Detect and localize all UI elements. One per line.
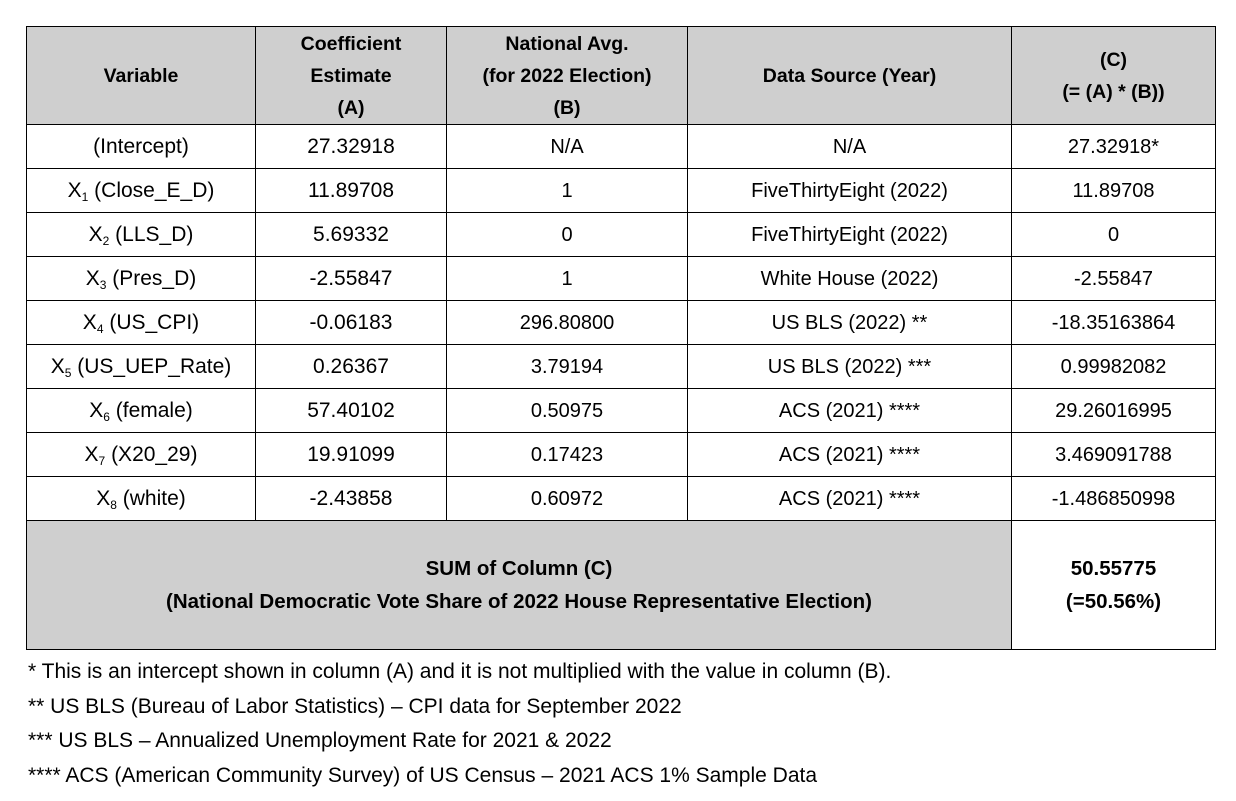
variable-cell: (Intercept) — [26, 124, 256, 169]
variable-cell: X5 (US_UEP_Rate) — [26, 344, 256, 389]
data-source-cell: FiveThirtyEight (2022) — [687, 168, 1012, 213]
data-source-cell: ACS (2021) **** — [687, 432, 1012, 477]
coefficient-cell: 19.91099 — [255, 432, 447, 477]
table-row: X5 (US_UEP_Rate) 0.26367 3.79194 US BLS … — [26, 344, 1216, 389]
coefficient-cell: 11.89708 — [255, 168, 447, 213]
table-row: X4 (US_CPI) -0.06183 296.80800 US BLS (2… — [26, 300, 1216, 345]
variable-cell: X8 (white) — [26, 476, 256, 521]
coefficient-cell: 5.69332 — [255, 212, 447, 257]
product-cell: 11.89708 — [1011, 168, 1216, 213]
variable-cell: X2 (LLS_D) — [26, 212, 256, 257]
table-row: X1 (Close_E_D) 11.89708 1 FiveThirtyEigh… — [26, 168, 1216, 213]
data-source-cell: US BLS (2022) ** — [687, 300, 1012, 345]
national-avg-cell: 0 — [446, 212, 688, 257]
variable-cell: X6 (female) — [26, 388, 256, 433]
product-cell: 0 — [1011, 212, 1216, 257]
national-avg-cell: 1 — [446, 168, 688, 213]
coefficient-cell: -0.06183 — [255, 300, 447, 345]
national-avg-cell: 0.50975 — [446, 388, 688, 433]
header-data-source: Data Source (Year) — [687, 26, 1012, 125]
data-source-cell: White House (2022) — [687, 256, 1012, 301]
variable-cell: X1 (Close_E_D) — [26, 168, 256, 213]
national-avg-cell: N/A — [446, 124, 688, 169]
data-source-cell: US BLS (2022) *** — [687, 344, 1012, 389]
footnote: * This is an intercept shown in column (… — [28, 660, 892, 683]
variable-cell: X7 (X20_29) — [26, 432, 256, 477]
sum-label-cell: SUM of Column (C) (National Democratic V… — [26, 520, 1012, 650]
variable-cell: X3 (Pres_D) — [26, 256, 256, 301]
national-avg-cell: 296.80800 — [446, 300, 688, 345]
header-variable: Variable — [26, 26, 256, 125]
product-cell: 3.469091788 — [1011, 432, 1216, 477]
product-cell: -18.35163864 — [1011, 300, 1216, 345]
coefficient-cell: -2.43858 — [255, 476, 447, 521]
national-avg-cell: 0.17423 — [446, 432, 688, 477]
national-avg-cell: 3.79194 — [446, 344, 688, 389]
product-cell: 0.99982082 — [1011, 344, 1216, 389]
coefficient-cell: -2.55847 — [255, 256, 447, 301]
table-row: X3 (Pres_D) -2.55847 1 White House (2022… — [26, 256, 1216, 301]
data-source-cell: ACS (2021) **** — [687, 388, 1012, 433]
table-row: X8 (white) -2.43858 0.60972 ACS (2021) *… — [26, 476, 1216, 521]
header-national-avg: National Avg. (for 2022 Election) (B) — [446, 26, 688, 125]
data-source-cell: ACS (2021) **** — [687, 476, 1012, 521]
product-cell: 27.32918* — [1011, 124, 1216, 169]
header-product: (C) (= (A) * (B)) — [1011, 26, 1216, 125]
footnote: *** US BLS – Annualized Unemployment Rat… — [28, 729, 612, 753]
table-row: (Intercept) 27.32918 N/A N/A 27.32918* — [26, 124, 1216, 169]
coefficient-cell: 57.40102 — [255, 388, 447, 433]
coefficient-cell: 27.32918 — [255, 124, 447, 169]
national-avg-cell: 0.60972 — [446, 476, 688, 521]
header-coefficient: Coefficient Estimate (A) — [255, 26, 447, 125]
product-cell: 29.26016995 — [1011, 388, 1216, 433]
product-cell: -1.486850998 — [1011, 476, 1216, 521]
footnote: ** US BLS (Bureau of Labor Statistics) –… — [28, 694, 682, 718]
table-row: X2 (LLS_D) 5.69332 0 FiveThirtyEight (20… — [26, 212, 1216, 257]
national-avg-cell: 1 — [446, 256, 688, 301]
sum-value-cell: 50.55775 (=50.56%) — [1011, 520, 1216, 650]
variable-cell: X4 (US_CPI) — [26, 300, 256, 345]
product-cell: -2.55847 — [1011, 256, 1216, 301]
table-row: X7 (X20_29) 19.91099 0.17423 ACS (2021) … — [26, 432, 1216, 477]
table-row: X6 (female) 57.40102 0.50975 ACS (2021) … — [26, 388, 1216, 433]
footnote: **** ACS (American Community Survey) of … — [28, 763, 818, 787]
data-source-cell: FiveThirtyEight (2022) — [687, 212, 1012, 257]
header-row: Variable Coefficient Estimate (A) Nation… — [26, 26, 1216, 125]
coefficient-cell: 0.26367 — [255, 344, 447, 389]
regression-table: Variable Coefficient Estimate (A) Nation… — [26, 26, 1216, 650]
data-source-cell: N/A — [687, 124, 1012, 169]
sum-row: SUM of Column (C) (National Democratic V… — [26, 520, 1216, 650]
footnotes: * This is an intercept shown in column (… — [28, 655, 1218, 793]
